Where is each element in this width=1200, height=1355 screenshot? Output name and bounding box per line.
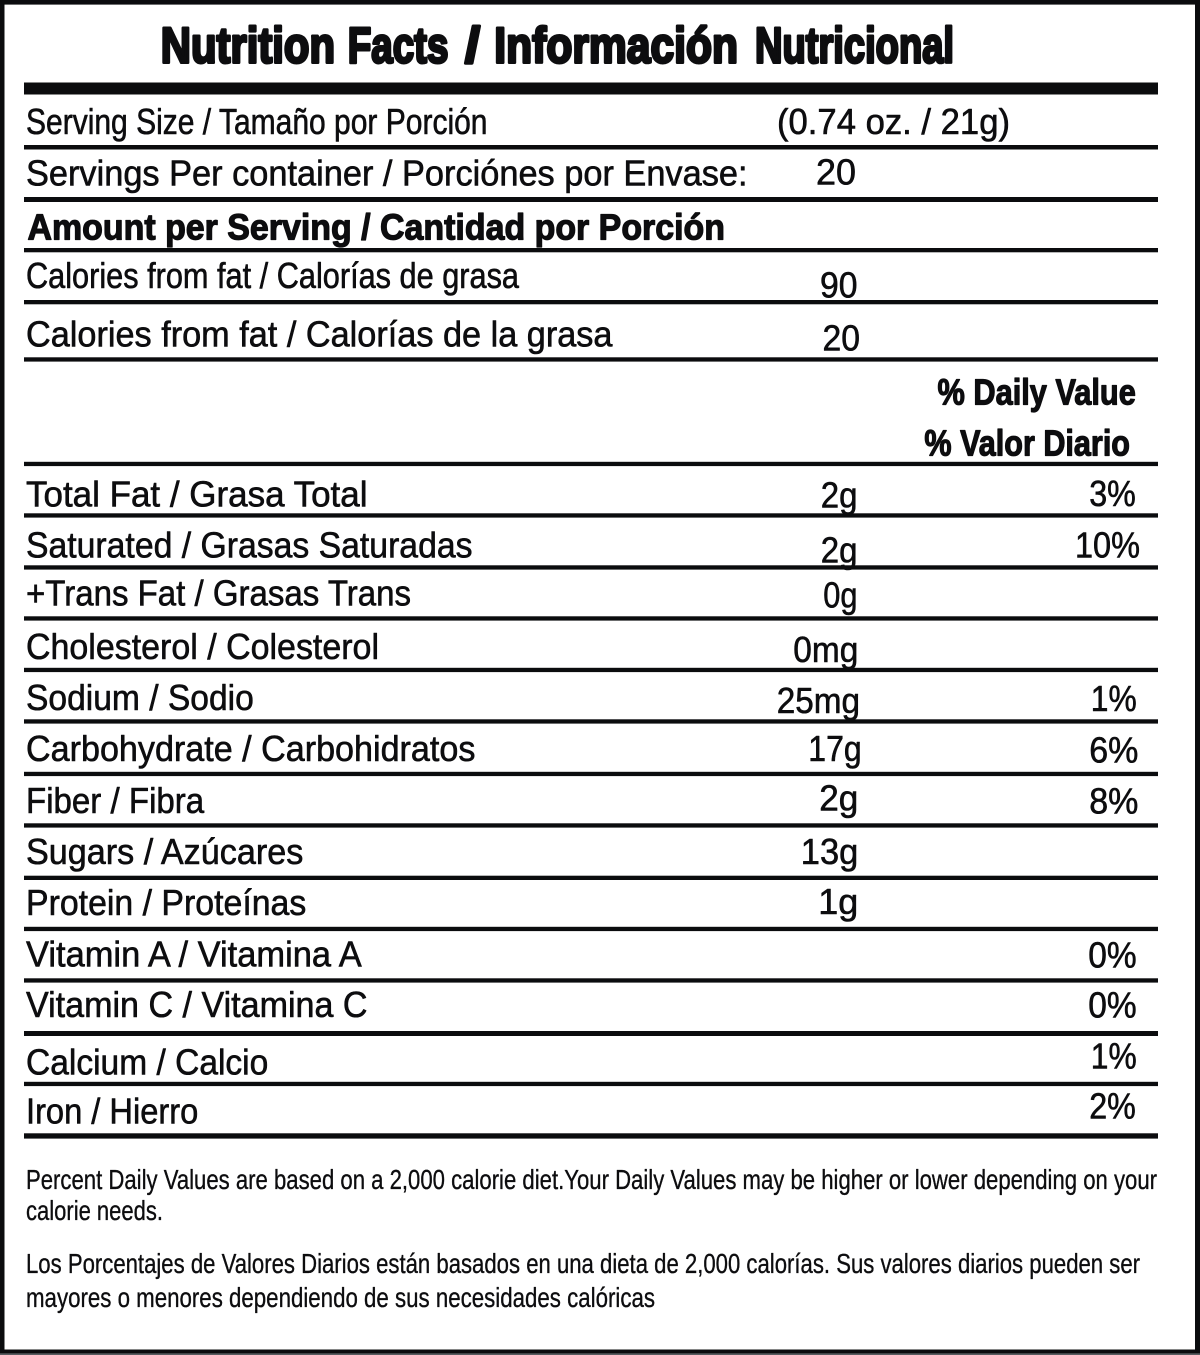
svg-text:17g: 17g	[808, 728, 861, 769]
svg-text:Nutricional: Nutricional	[755, 18, 954, 74]
svg-text:2g: 2g	[819, 778, 858, 819]
svg-text:/: /	[465, 18, 480, 74]
svg-text:calorie needs.: calorie needs.	[26, 1195, 163, 1226]
svg-text:13g: 13g	[801, 831, 859, 872]
svg-text:1g: 1g	[818, 881, 858, 922]
svg-text:1%: 1%	[1091, 678, 1137, 719]
svg-text:0g: 0g	[823, 575, 857, 616]
svg-text:% Valor Diario: % Valor Diario	[924, 422, 1130, 463]
svg-text:Los Porcentajes de Valores Dia: Los Porcentajes de Valores Diarios están…	[26, 1248, 1140, 1279]
svg-text:8%: 8%	[1089, 780, 1138, 821]
svg-text:Nutrition: Nutrition	[161, 18, 335, 74]
svg-text:0%: 0%	[1088, 934, 1136, 975]
svg-text:20: 20	[816, 152, 856, 193]
svg-text:Fiber / Fibra: Fiber / Fibra	[26, 780, 205, 821]
svg-text:mayores o menores dependiendo: mayores o menores dependiendo de sus nec…	[26, 1282, 655, 1313]
svg-text:Sugars / Azúcares: Sugars / Azúcares	[26, 831, 303, 872]
svg-text:6%: 6%	[1089, 730, 1138, 771]
svg-text:20: 20	[823, 318, 861, 359]
svg-text:90: 90	[820, 265, 858, 306]
svg-text:2%: 2%	[1089, 1086, 1136, 1127]
svg-text:Serving Size / Tamaño por Porc: Serving Size / Tamaño por Porción	[26, 101, 488, 142]
svg-text:Servings Per container / Porci: Servings Per container / Porciónes por E…	[26, 153, 748, 194]
svg-text:Cholesterol / Colesterol: Cholesterol / Colesterol	[26, 626, 379, 667]
svg-text:10%: 10%	[1075, 525, 1140, 566]
svg-text:Calcium / Calcio: Calcium / Calcio	[26, 1041, 268, 1082]
svg-text:1%: 1%	[1091, 1035, 1137, 1076]
svg-text:Saturated / Grasas Saturadas: Saturated / Grasas Saturadas	[26, 525, 473, 566]
svg-text:Vitamin C / Vitamina C: Vitamin C / Vitamina C	[26, 984, 368, 1025]
svg-text:Iron / Hierro: Iron / Hierro	[26, 1090, 198, 1131]
svg-text:Amount per Serving / Cantidad: Amount per Serving / Cantidad por Porció…	[28, 207, 726, 248]
svg-text:25mg: 25mg	[777, 680, 860, 721]
svg-text:Vitamin A / Vitamina A: Vitamin A / Vitamina A	[26, 934, 362, 975]
svg-text:0%: 0%	[1088, 984, 1136, 1025]
svg-text:Sodium / Sodio: Sodium / Sodio	[26, 677, 254, 718]
svg-text:0mg: 0mg	[793, 629, 858, 670]
svg-text:2g: 2g	[821, 530, 858, 571]
svg-text:+Trans Fat / Grasas Trans: +Trans Fat / Grasas Trans	[26, 573, 411, 614]
svg-text:Total Fat / Grasa Total: Total Fat / Grasa Total	[26, 473, 368, 514]
svg-text:% Daily Value: % Daily Value	[938, 371, 1136, 412]
svg-text:2g: 2g	[821, 475, 858, 516]
svg-text:Calories from fat / Calorías d: Calories from fat / Calorías de grasa	[26, 255, 520, 296]
svg-text:Facts: Facts	[348, 18, 449, 74]
svg-text:Percent Daily Values are based: Percent Daily Values are based on a 2,00…	[26, 1164, 1157, 1195]
svg-text:(0.74 oz. / 21g): (0.74 oz. / 21g)	[777, 101, 1010, 142]
svg-text:Información: Información	[494, 18, 738, 74]
svg-text:Carbohydrate / Carbohidratos: Carbohydrate / Carbohidratos	[26, 728, 475, 769]
svg-text:Calories from fat / Calorías d: Calories from fat / Calorías de la grasa	[26, 314, 613, 355]
svg-text:3%: 3%	[1089, 473, 1136, 514]
svg-text:Protein / Proteínas: Protein / Proteínas	[26, 882, 306, 923]
